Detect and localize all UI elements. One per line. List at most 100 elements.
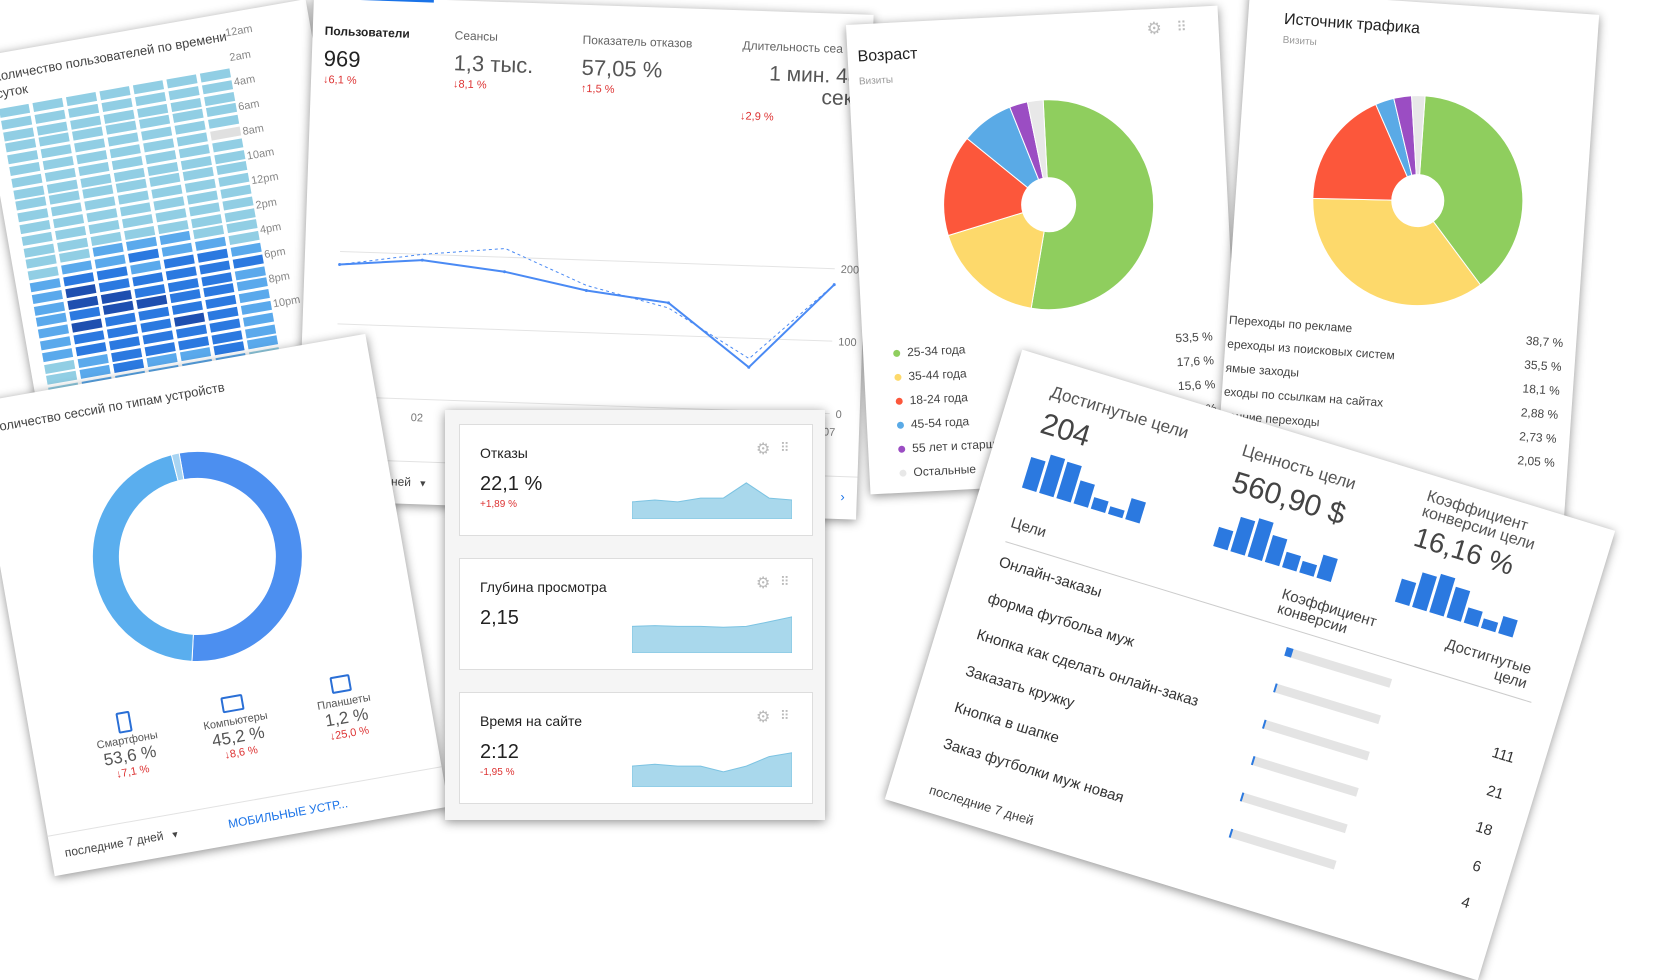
metric-widget: Глубина просмотра 2,15 ⚙ ⠿: [459, 558, 813, 670]
yandex-widgets-card: Отказы 22,1 % +1,89 % ⚙ ⠿ Глубина просмотра 2,…: [445, 410, 825, 820]
legend-dot: [895, 397, 903, 405]
donut-slice: [178, 450, 303, 662]
age-subtitle: Визиты: [858, 74, 894, 88]
legend-value: 17,6 %: [1176, 353, 1215, 370]
widget-value: 2,15: [480, 607, 519, 629]
legend-value: 2,05 %: [1517, 453, 1556, 470]
metric-value: 1,3 тыс.: [453, 50, 534, 79]
widget-delta: -1,95 %: [480, 767, 515, 778]
legend-value: 38,7 %: [1525, 333, 1564, 351]
gear-icon[interactable]: ⚙: [756, 575, 771, 592]
spark-bar: [1299, 560, 1318, 577]
mobile-devices-link[interactable]: МОБИЛЬНЫЕ УСТР...: [227, 796, 349, 832]
widget-sparkline: [632, 482, 792, 519]
data-point: [666, 301, 670, 305]
gridline: [337, 323, 833, 342]
metric-value: 57,05 %: [581, 54, 663, 83]
spark-bar: [1125, 498, 1146, 524]
traffic-donut-chart: [1312, 95, 1524, 307]
y-tick-label: 0: [835, 409, 842, 421]
devices-period-selector[interactable]: последние 7 дней ▼: [64, 826, 181, 860]
metric-delta: ↓2,9 %: [739, 110, 774, 124]
goal-count: 18: [1473, 818, 1495, 840]
metric-2[interactable]: Показатель отказов 57,05 % ↑1,5 %: [581, 33, 708, 99]
widget-delta: +1,89 %: [480, 499, 517, 510]
series-line-current: [339, 259, 835, 369]
hour-label: 8pm: [267, 270, 291, 286]
tablet-icon: [329, 673, 353, 695]
drag-handle-icon[interactable]: ⠿: [780, 440, 790, 455]
donut-slice: [943, 137, 1029, 237]
widget-sparkline: [632, 752, 792, 787]
hour-label: 10am: [245, 146, 276, 163]
widget-sparkline: [632, 616, 792, 653]
spark-bar: [1498, 615, 1518, 638]
spark-bar: [1107, 506, 1125, 519]
hour-label: 2pm: [254, 196, 278, 212]
metric-3[interactable]: Длительность сеа 1 мин. 48 сек. ↓2,9 %: [740, 38, 861, 126]
drag-handle-icon[interactable]: ⠿: [780, 708, 790, 723]
hour-label: 2am: [228, 48, 252, 65]
x-tick-label: 02: [411, 412, 424, 424]
hour-label: 4am: [232, 73, 257, 89]
donut-slice: [1312, 197, 1482, 307]
metric-delta: ↑1,5 %: [580, 82, 615, 96]
goal-count: 4: [1459, 893, 1473, 913]
widget-value: 2:12: [480, 741, 519, 763]
x-tick-label: 07: [823, 426, 836, 438]
donut-slice: [1411, 95, 1426, 176]
y-tick-label: 200: [841, 264, 860, 277]
hour-label: 4pm: [259, 220, 283, 237]
legend-value: 2,88 %: [1520, 405, 1559, 422]
conversion-fill: [1284, 646, 1294, 658]
goal-count: 111: [1489, 744, 1517, 767]
achieved-goals-value: 204: [1036, 407, 1095, 454]
spark-bar: [1090, 497, 1109, 513]
widget-value: 22,1 %: [480, 473, 543, 495]
conversion-fill: [1239, 792, 1245, 802]
gear-icon[interactable]: ⚙: [756, 709, 771, 726]
spark-bar: [1282, 551, 1302, 572]
goals-table: Онлайн-заказы форма футбольа муж 111 Кнопка…: [941, 548, 1529, 913]
goal-count: 21: [1484, 782, 1506, 804]
drag-handle-icon[interactable]: ⠿: [1176, 18, 1187, 35]
device-desktops: Компьютеры 45,2 % ↓8,6 %: [176, 683, 296, 768]
metric-label: Длительность сеа: [742, 38, 844, 56]
metric-1[interactable]: Сеансы 1,3 тыс. ↓8,1 %: [453, 28, 580, 94]
gridline: [340, 250, 835, 270]
data-point: [420, 258, 424, 262]
legend-dot: [894, 373, 902, 381]
goal-count: 6: [1470, 857, 1484, 876]
spark-bar: [1316, 554, 1338, 582]
hour-label: 8am: [241, 122, 265, 138]
metric-label: Показатель отказов: [582, 32, 693, 51]
legend-value: 35,5 %: [1523, 357, 1563, 375]
donut-slice: [1030, 99, 1155, 311]
traffic-card: Источник трафика Визиты Переходы по рекл…: [1214, 0, 1600, 519]
conversion-fill: [1250, 756, 1256, 766]
gear-icon[interactable]: ⚙: [1146, 18, 1163, 39]
metric-value: 969: [323, 45, 361, 73]
chevron-down-icon: ▼: [418, 478, 428, 489]
sparkline-area: [632, 616, 792, 653]
drag-handle-icon[interactable]: ⠿: [780, 574, 790, 589]
hour-labels: 12am 2am 4am 6am 8am 10am 12pm 2pm 4pm 6pm 8pm 10pm: [224, 19, 301, 310]
legend-dot: [898, 445, 906, 453]
sparkline-area: [632, 482, 792, 519]
metric-widget: Отказы 22,1 % +1,89 % ⚙ ⠿: [459, 424, 813, 536]
gear-icon[interactable]: ⚙: [756, 441, 771, 458]
metric-value: 1 мин. 48 сек.: [768, 62, 860, 111]
smartphone-icon: [115, 710, 133, 734]
legend-value: 53,5 %: [1175, 329, 1214, 346]
legend-value: 15,6 %: [1177, 377, 1216, 394]
age-donut-chart: [943, 99, 1155, 311]
sparkline-area: [632, 752, 792, 787]
goals-period[interactable]: последние 7 дней: [927, 782, 1035, 828]
metric-0[interactable]: Пользователи 969 ↓6,1 %: [323, 24, 450, 90]
metric-label: Сеансы: [454, 28, 499, 44]
legend-value: 18,1 %: [1522, 381, 1561, 398]
donut-slice: [91, 454, 194, 662]
age-title: Возраст: [857, 45, 918, 66]
legend-dot: [893, 349, 901, 357]
widget-title: Глубина просмотра: [480, 579, 607, 595]
